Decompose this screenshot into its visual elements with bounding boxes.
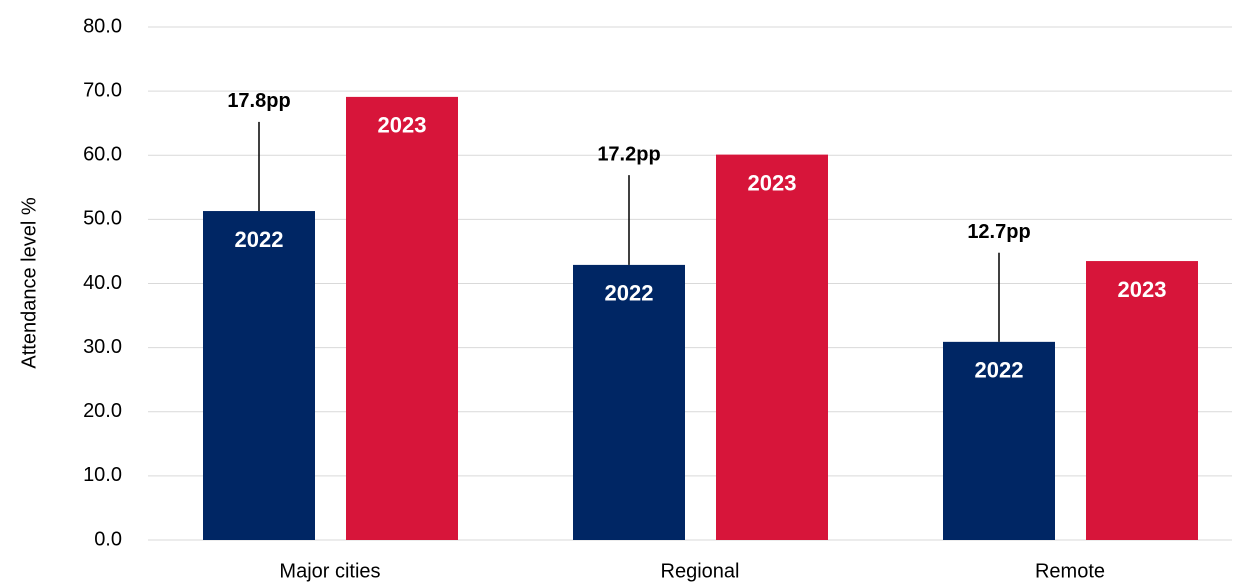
- y-axis-label: Attendance level %: [18, 197, 40, 368]
- data-label: 2023: [748, 170, 797, 195]
- data-label: 2022: [235, 227, 284, 252]
- x-tick-label: Remote: [1035, 560, 1105, 582]
- data-label: 2022: [605, 281, 654, 306]
- y-tick-label: 20.0: [83, 400, 122, 422]
- bar: [203, 211, 315, 540]
- y-tick-label: 40.0: [83, 272, 122, 294]
- data-label: 2023: [1118, 277, 1167, 302]
- annotation: 17.2pp: [597, 143, 660, 165]
- y-tick-label: 30.0: [83, 336, 122, 358]
- y-tick-label: 10.0: [83, 464, 122, 486]
- y-tick-label: 60.0: [83, 144, 122, 166]
- x-tick-label: Regional: [661, 560, 740, 582]
- x-tick-label: Major cities: [279, 560, 380, 582]
- bar: [716, 154, 828, 540]
- data-label: 2023: [378, 113, 427, 138]
- y-tick-label: 80.0: [83, 15, 122, 37]
- bar: [346, 96, 458, 541]
- y-tick-label: 70.0: [83, 79, 122, 101]
- y-tick-label: 50.0: [83, 208, 122, 230]
- annotation: 17.8pp: [227, 90, 290, 112]
- bar: [943, 341, 1055, 540]
- bar: [573, 264, 685, 540]
- y-tick-label: 0.0: [94, 528, 122, 550]
- data-label: 2022: [975, 358, 1024, 383]
- bar: [1086, 261, 1198, 540]
- annotation: 12.7pp: [967, 221, 1030, 243]
